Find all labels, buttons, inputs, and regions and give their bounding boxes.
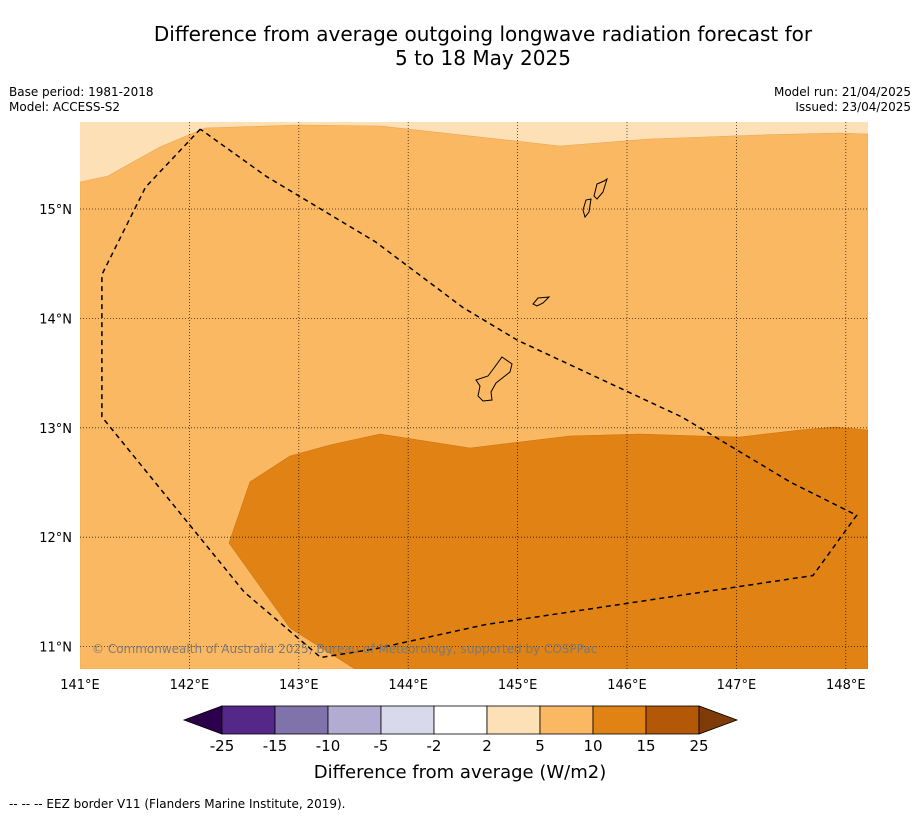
colorbar-tick-label: -25 [210,737,235,755]
x-tick-label: 148°E [826,678,866,693]
island-guam [475,356,513,402]
map-chart: © Commonwealth of Australia 2025, Bureau… [39,122,868,783]
chart-title: Difference from average outgoing longwav… [0,22,919,70]
colorbar-tick-label: 10 [583,737,602,755]
colorbar-tick-label: -10 [316,737,341,755]
island-tinian [582,198,592,219]
colorbar-tick-label: 5 [535,737,545,755]
y-tick-label: 14°N [39,312,72,327]
y-tick-label: 12°N [39,531,72,546]
region-10-to-15 [228,426,868,669]
colorbar-box [327,705,382,735]
x-tick-label: 146°E [607,678,647,693]
colorbar-box [539,705,594,735]
island-rota [532,296,551,307]
base-period: Base period: 1981-2018 [9,85,154,99]
y-tick-label: 15°N [39,203,72,218]
issued-date: Issued: 23/04/2025 [795,100,911,114]
colorbar-box [486,705,541,735]
colorbar-box [274,705,329,735]
footnote-eez: -- -- -- EEZ border V11 (Flanders Marine… [9,797,346,811]
colorbar-box [433,705,488,735]
colorbar-extend-high [698,705,739,735]
model-name: Model: ACCESS-S2 [9,100,121,114]
map-grid [80,122,868,669]
colorbar-extend-low [182,705,223,735]
y-tick-label: 11°N [39,641,72,656]
colorbar-tick-label: 2 [482,737,492,755]
meta-left: Base period: 1981-2018 Model: ACCESS-S2 [9,85,154,115]
colorbar: -25 -15 -10 -5 -2 2 5 10 15 25 [182,705,739,755]
x-tick-label: 145°E [498,678,538,693]
colorbar-box [645,705,700,735]
copyright-text: © Commonwealth of Australia 2025, Bureau… [92,642,597,656]
colorbar-tick-label: -2 [427,737,442,755]
meta-right: Model run: 21/04/2025 Issued: 23/04/2025 [774,85,911,115]
eez-border [101,128,858,659]
x-tick-label: 144°E [388,678,428,693]
colorbar-tick-label: 15 [636,737,655,755]
map-plot [80,122,868,669]
colorbar-label: Difference from average (W/m2) [314,762,606,783]
x-tick-label: 143°E [279,678,319,693]
colorbar-box [380,705,435,735]
eez-border-line [101,128,858,659]
title-line-2: 5 to 18 May 2025 [395,46,571,70]
colorbar-box [221,705,276,735]
x-tick-label: 142°E [170,678,210,693]
x-tick-label: 147°E [717,678,757,693]
x-axis-ticks: 141°E 142°E 143°E 144°E 145°E 146°E 147°E 148°E [60,678,865,693]
island-saipan [593,177,608,200]
y-axis-ticks: 11°N 12°N 13°N 14°N 15°N [39,203,72,656]
colorbar-tick-label: -5 [374,737,389,755]
x-tick-label: 141°E [60,678,100,693]
model-run: Model run: 21/04/2025 [773,85,911,99]
colorbar-tick-label: 25 [689,737,708,755]
colorbar-tick-label: -15 [263,737,288,755]
islands [475,177,608,402]
title-line-1: Difference from average outgoing longwav… [153,22,813,46]
y-tick-label: 13°N [39,422,72,437]
colorbar-box [592,705,647,735]
